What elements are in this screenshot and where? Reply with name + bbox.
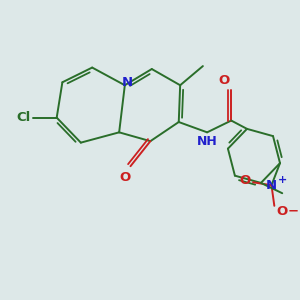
Text: +: +	[278, 175, 287, 185]
Text: O: O	[277, 205, 288, 218]
Text: O: O	[218, 74, 229, 87]
Text: −: −	[287, 205, 298, 218]
Text: N: N	[266, 179, 277, 192]
Text: O: O	[239, 174, 251, 187]
Text: O: O	[119, 171, 130, 184]
Text: NH: NH	[197, 135, 218, 148]
Text: N: N	[122, 76, 133, 89]
Text: Cl: Cl	[16, 111, 30, 124]
